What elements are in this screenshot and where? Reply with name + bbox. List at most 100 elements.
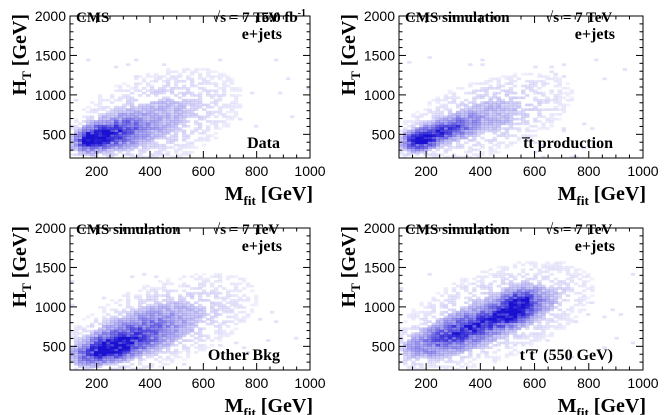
heatmap-bin: [455, 115, 461, 119]
heatmap-bin: [431, 362, 436, 366]
heatmap-bin: [146, 332, 151, 335]
heatmap-bin: [533, 277, 538, 281]
heatmap-bin: [476, 334, 481, 338]
heatmap-bin: [122, 332, 127, 335]
heatmap-bin: [545, 291, 550, 295]
heatmap-bin: [250, 308, 255, 312]
heatmap-bin: [537, 322, 542, 326]
heatmap-bin: [529, 84, 534, 88]
heatmap-bin: [142, 313, 147, 316]
heatmap-bin: [234, 341, 239, 345]
heatmap-bin: [194, 336, 199, 340]
heatmap-bin: [146, 296, 151, 300]
heatmap-bin: [492, 355, 497, 359]
heatmap-bin: [230, 105, 235, 109]
heatmap-bin: [443, 120, 449, 123]
heatmap-bin: [512, 325, 518, 328]
heatmap-bin: [162, 284, 167, 288]
heatmap-bin: [480, 310, 485, 314]
heatmap-bin: [102, 296, 107, 300]
heatmap-bin: [529, 317, 534, 321]
heatmap-bin: [178, 310, 183, 314]
heatmap-bin: [126, 341, 131, 345]
heatmap-bin: [122, 153, 127, 156]
heatmap-bin: [182, 313, 187, 316]
heatmap-bin: [222, 322, 227, 326]
heatmap-bin: [447, 124, 453, 128]
heatmap-bin: [472, 277, 477, 281]
heatmap-bin: [102, 315, 107, 319]
heatmap-bin: [435, 113, 440, 116]
heatmap-bin: [496, 124, 501, 128]
heatmap-bin: [399, 136, 404, 140]
heatmap-bin: [154, 108, 159, 111]
heatmap-bin: [447, 141, 453, 145]
heatmap-bin: [150, 110, 155, 114]
heatmap-bin: [222, 82, 227, 85]
heatmap-bin: [472, 308, 477, 312]
heatmap-bin: [142, 129, 147, 133]
heatmap-bin: [162, 332, 167, 335]
heatmap-bin: [118, 336, 123, 340]
heatmap-bin: [158, 143, 163, 147]
heatmap-bin: [230, 87, 235, 90]
heatmap-bin: [455, 127, 461, 130]
heatmap-bin: [447, 355, 453, 359]
heatmap-bin: [516, 303, 522, 307]
heatmap-bin: [194, 70, 199, 74]
heatmap-bin: [246, 282, 251, 286]
heatmap-bin: [561, 289, 567, 293]
heatmap-bin: [190, 105, 195, 109]
heatmap-bin: [122, 148, 127, 152]
heatmap-bin: [541, 270, 546, 274]
heatmap-bin: [122, 365, 127, 368]
heatmap-bin: [533, 108, 538, 111]
heatmap-bin: [488, 336, 493, 340]
heatmap-bin: [170, 289, 175, 293]
heatmap-bin: [586, 272, 591, 276]
heatmap-bin: [516, 289, 522, 293]
heatmap-bin: [468, 313, 473, 316]
heatmap-bin: [516, 139, 522, 142]
heatmap-bin: [82, 148, 87, 152]
heatmap-bin: [198, 320, 203, 323]
heatmap-bin: [186, 348, 191, 352]
heatmap-bin: [565, 98, 571, 102]
heatmap-bin: [541, 124, 546, 128]
heatmap-bin: [460, 327, 465, 331]
heatmap-bin: [496, 82, 501, 85]
heatmap-bin: [464, 136, 469, 140]
heatmap-bin: [198, 277, 203, 281]
heatmap-bin: [102, 113, 107, 116]
heatmap-bin: [222, 103, 227, 107]
heatmap-bin: [508, 287, 514, 290]
heatmap-bin: [573, 272, 579, 276]
heatmap-bin: [214, 313, 219, 316]
heatmap-bin: [496, 322, 501, 326]
heatmap-bin: [290, 115, 295, 119]
heatmap-bin: [460, 310, 465, 314]
heatmap-bin: [439, 322, 445, 326]
experiment-label: CMS simulation: [405, 222, 510, 238]
heatmap-bin: [488, 315, 493, 319]
heatmap-bin: [206, 89, 211, 93]
heatmap-bin: [106, 336, 111, 340]
heatmap-bin: [415, 129, 420, 133]
heatmap-bin: [521, 108, 526, 111]
heatmap-bin: [472, 322, 477, 326]
heatmap-bin: [561, 108, 567, 111]
heatmap-bin: [170, 124, 175, 128]
heatmap-bin: [488, 301, 493, 305]
heatmap-bin: [431, 339, 436, 342]
heatmap-bin: [142, 87, 147, 90]
heatmap-bin: [178, 341, 183, 345]
heatmap-bin: [138, 317, 143, 321]
heatmap-bin: [476, 120, 481, 123]
heatmap-bin: [484, 129, 489, 133]
heatmap-bin: [537, 91, 542, 95]
heatmap-bin: [146, 89, 151, 93]
heatmap-bin: [138, 115, 143, 119]
heatmap-bin: [202, 310, 207, 314]
heatmap-bin: [182, 343, 187, 347]
heatmap-bin: [460, 341, 465, 345]
